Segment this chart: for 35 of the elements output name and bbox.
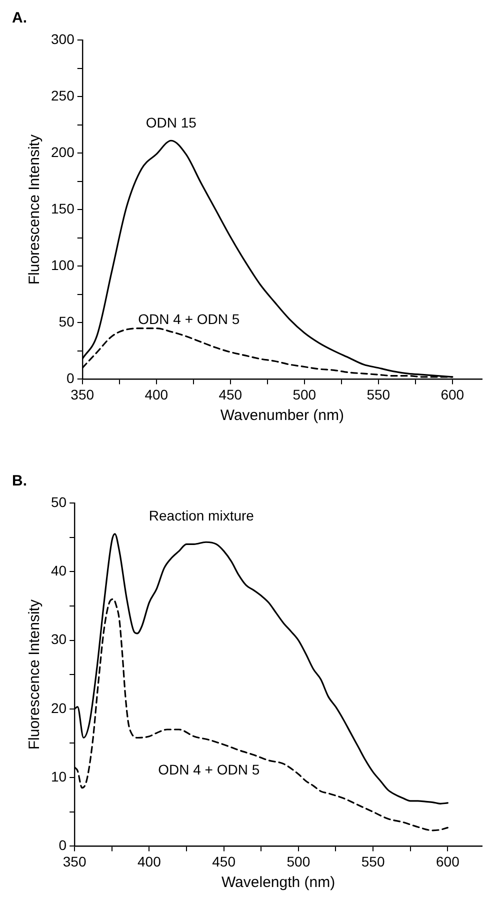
x-tick-label: 500 bbox=[286, 853, 310, 870]
y-tick-label: 200 bbox=[51, 144, 75, 160]
x-tick-label: 450 bbox=[218, 386, 242, 402]
x-tick-label: 550 bbox=[361, 853, 385, 870]
y-tick-label: 30 bbox=[50, 631, 67, 648]
x-tick-label: 400 bbox=[138, 853, 162, 870]
series-label: ODN 4 + ODN 5 bbox=[158, 761, 260, 778]
x-tick-label: 350 bbox=[70, 386, 94, 402]
y-tick-label: 20 bbox=[50, 700, 67, 716]
series-label: ODN 15 bbox=[146, 114, 197, 130]
x-tick-label: 600 bbox=[436, 853, 460, 870]
y-tick-label: 0 bbox=[58, 837, 67, 854]
x-tick-label: 450 bbox=[212, 853, 236, 870]
y-tick-label: 10 bbox=[50, 768, 67, 784]
y-tick-label: 300 bbox=[51, 30, 75, 47]
chart-title: B. bbox=[12, 472, 27, 490]
y-tick-label: 100 bbox=[51, 256, 75, 273]
x-tick-label: 500 bbox=[292, 386, 316, 402]
y-tick-label: 250 bbox=[51, 87, 75, 104]
y-tick-label: 50 bbox=[50, 494, 67, 510]
y-axis-title: Fluorescence Intensity bbox=[26, 599, 44, 750]
series-label: ODN 4 + ODN 5 bbox=[138, 311, 240, 328]
x-tick-label: 350 bbox=[62, 853, 86, 870]
x-tick-label: 600 bbox=[440, 386, 464, 402]
y-axis-title: Fluorescence Intensity bbox=[26, 134, 44, 285]
x-tick-label: 550 bbox=[366, 386, 390, 402]
y-tick-label: 50 bbox=[58, 314, 75, 330]
y-tick-label: 0 bbox=[66, 370, 75, 386]
chart-title: A. bbox=[12, 10, 27, 27]
y-tick-label: 150 bbox=[51, 200, 75, 216]
series-label: Reaction mixture bbox=[148, 507, 254, 524]
x-tick-label: 400 bbox=[144, 386, 168, 402]
x-axis-title: Wavenumber (nm) bbox=[220, 407, 344, 424]
y-tick-label: 40 bbox=[50, 562, 67, 578]
x-axis-title: Wavelength (nm) bbox=[221, 874, 336, 892]
